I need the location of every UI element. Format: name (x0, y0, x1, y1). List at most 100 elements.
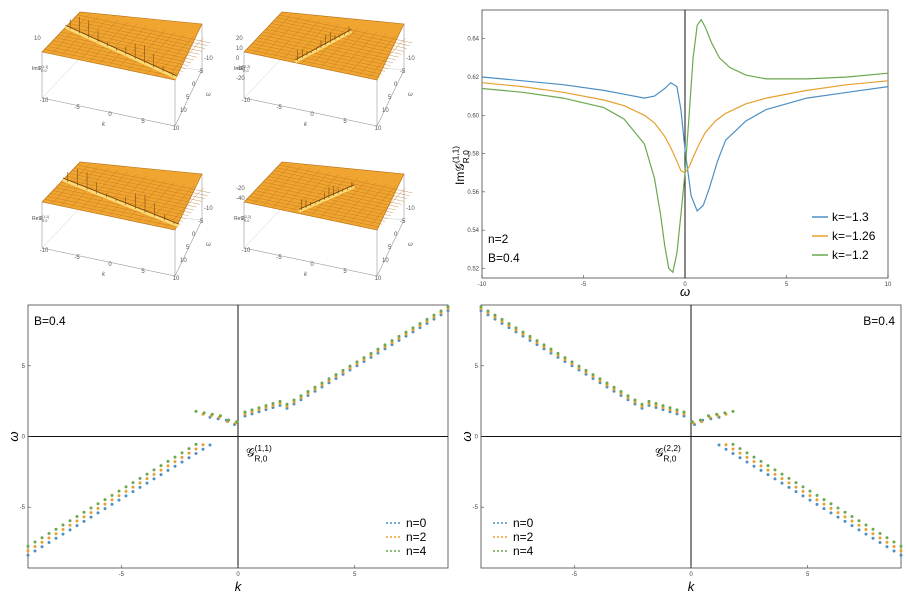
data-point (82, 519, 86, 523)
data-point (836, 515, 840, 519)
surface-z-tick: -10 (236, 66, 245, 72)
data-point (75, 519, 79, 523)
x-axis-label: k (688, 579, 696, 594)
data-point (808, 489, 812, 493)
x-tick-label: 0 (236, 572, 240, 578)
data-point (766, 464, 770, 468)
surface-w-axis-label: ω (408, 92, 413, 98)
data-point (47, 541, 51, 545)
data-point (82, 515, 86, 519)
data-point (745, 460, 749, 464)
data-point (707, 414, 710, 418)
data-point (124, 494, 128, 498)
data-point (68, 523, 72, 527)
data-point (822, 498, 826, 502)
y-tick-label: 0.54 (467, 228, 479, 234)
data-point (341, 368, 345, 372)
surface-z-tick: -20 (236, 186, 245, 192)
data-point (110, 498, 114, 502)
surface-k-axis-label: k (304, 122, 308, 128)
surface-w-tick: 0 (394, 82, 398, 88)
data-point (362, 356, 366, 360)
surface-box (41, 161, 211, 277)
data-point (33, 545, 37, 549)
data-point (124, 485, 128, 489)
surface-k-tick: 10 (173, 126, 180, 132)
data-point (850, 515, 854, 519)
y-tick-label: -5 (20, 505, 26, 511)
data-point (577, 364, 581, 368)
data-point (815, 493, 819, 497)
annotation-green-function: 𝒢(2,2) R,0 (655, 443, 681, 463)
data-point (899, 549, 903, 553)
data-point (899, 553, 903, 557)
surface-w-axis-label: ω (206, 92, 211, 98)
data-point (479, 305, 483, 309)
data-point (152, 472, 156, 476)
data-point (187, 447, 191, 451)
x-tick-label: 0 (683, 282, 687, 288)
surface-w-tick: -5 (400, 69, 406, 75)
series-line (481, 76, 889, 213)
data-point (738, 451, 742, 455)
data-point (766, 473, 770, 477)
data-point (829, 506, 833, 510)
data-point (850, 524, 854, 528)
data-point (738, 456, 742, 460)
surface-w-tick: -5 (198, 219, 204, 225)
legend-label: n=0 (513, 516, 534, 530)
data-point (843, 510, 847, 514)
data-point (661, 404, 665, 408)
surface-k-tick: 10 (173, 276, 180, 282)
surface-k-tick: -10 (242, 98, 251, 104)
data-point (759, 468, 763, 472)
x-tick-label: 5 (785, 282, 789, 288)
data-point (173, 455, 177, 459)
data-point (598, 377, 602, 381)
data-point (829, 502, 833, 506)
data-point (759, 459, 763, 463)
data-point (899, 544, 903, 548)
surface-w-tick: 0 (192, 232, 196, 238)
data-point (292, 398, 296, 402)
data-point (878, 531, 882, 535)
data-point (145, 481, 149, 485)
data-point (26, 549, 30, 553)
y-tick-label: 0.64 (467, 37, 479, 43)
data-point (808, 498, 812, 502)
surface-ridge (62, 178, 180, 228)
data-point (285, 402, 289, 406)
data-point (61, 523, 65, 527)
data-point (159, 468, 163, 472)
data-point (521, 330, 525, 334)
data-point (850, 519, 854, 523)
surface-k-tick: 10 (375, 276, 382, 282)
data-point (166, 464, 170, 468)
data-point (306, 390, 310, 394)
data-point (201, 443, 205, 447)
surface-w-tick: 10 (382, 258, 389, 264)
data-point (885, 545, 889, 549)
x-tick-label: 0 (689, 572, 693, 578)
surface-k-tick: 10 (375, 126, 382, 132)
data-point (26, 544, 30, 548)
data-point (355, 360, 359, 364)
surface-w-tick: -10 (406, 206, 415, 212)
surface-w-tick: -10 (204, 56, 213, 62)
data-point (836, 511, 840, 515)
data-point (103, 502, 107, 506)
data-point (752, 455, 756, 459)
surface-mesh (243, 161, 405, 231)
legend-label: k=−1.26 (832, 229, 876, 243)
data-point (745, 451, 749, 455)
x-tick-label: 5 (806, 572, 810, 578)
surface-z-tick: 20 (236, 36, 243, 42)
data-point (131, 485, 135, 489)
surface-k-tick: -10 (242, 248, 251, 254)
surface-w-tick: 5 (186, 95, 190, 101)
data-point (857, 528, 861, 532)
data-point (759, 464, 763, 468)
data-point (808, 494, 812, 498)
data-point (773, 477, 777, 481)
y-axis-label: Im𝒢(1,1)R,0 (451, 146, 471, 185)
